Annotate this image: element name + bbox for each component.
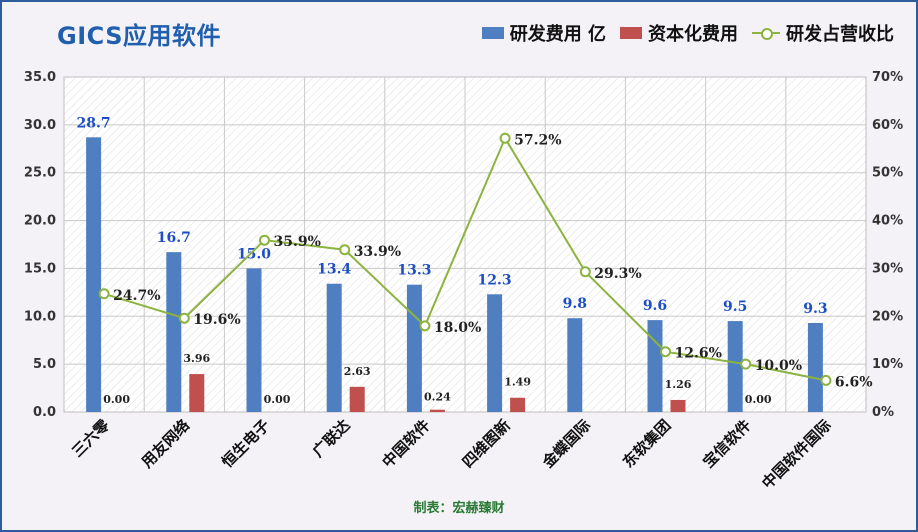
- y-left-tick-label: 15.0: [24, 261, 56, 276]
- y-left-tick-label: 10.0: [24, 309, 56, 324]
- ratio-label: 35.9%: [274, 234, 321, 250]
- ratio-point: [339, 244, 351, 256]
- ratio-point: [579, 266, 591, 278]
- y-left-tick-label: 0.0: [33, 405, 56, 420]
- legend-label-ratio: 研发占营收比: [786, 24, 894, 45]
- category-label: 用友网络: [138, 416, 193, 471]
- ratio-point: [419, 320, 431, 332]
- y-right-tick-label: 30%: [872, 261, 903, 276]
- ratio-label: 18.0%: [434, 320, 481, 336]
- legend-swatch-cap: [620, 27, 642, 39]
- ratio-point: [660, 346, 671, 358]
- ratio-point: [740, 358, 752, 370]
- y-left-tick-label: 30.0: [24, 118, 56, 133]
- bar-cap-label: 0.00: [103, 393, 130, 406]
- ratio-label: 57.2%: [514, 132, 561, 148]
- bar-rd: [326, 283, 342, 412]
- y-left-tick-label: 25.0: [24, 166, 56, 181]
- ratio-point: [178, 312, 190, 324]
- ratio-point: [259, 234, 270, 246]
- bar-rd: [807, 322, 823, 412]
- y-right-tick-label: 0%: [872, 405, 894, 420]
- bar-cap: [670, 399, 686, 412]
- bar-cap-label: 0.00: [745, 393, 772, 406]
- legend-swatch-ratio: [752, 26, 780, 40]
- ratio-label: 12.6%: [675, 346, 722, 362]
- bar-rd-label: 9.6: [643, 298, 667, 314]
- ratio-point: [499, 132, 511, 144]
- bar-rd-label: 9.5: [723, 299, 747, 315]
- category-label: 三六零: [68, 415, 113, 460]
- bar-rd: [567, 318, 583, 412]
- bar-cap: [189, 374, 205, 412]
- bar-cap: [510, 397, 526, 412]
- y-left-tick-label: 35.0: [24, 70, 56, 85]
- y-left-tick-label: 20.0: [24, 214, 56, 229]
- category-label: 中国软件: [379, 416, 434, 471]
- bar-cap-label: 0.00: [264, 393, 291, 406]
- ratio-label: 10.0%: [755, 358, 802, 374]
- footer-credit: 制表：宏赫臻财: [413, 501, 505, 516]
- bar-rd-label: 13.4: [317, 262, 351, 278]
- ratio-point: [98, 288, 110, 300]
- bar-rd-label: 16.7: [157, 230, 191, 246]
- category-label: 宝信软件: [699, 416, 754, 471]
- bar-rd-label: 12.3: [478, 272, 512, 288]
- ratio-label: 19.6%: [193, 312, 240, 328]
- bar-cap-label: 0.24: [424, 391, 451, 404]
- bar-rd: [86, 137, 102, 413]
- y-right-tick-label: 70%: [872, 70, 903, 85]
- bar-rd-label: 28.7: [77, 115, 111, 131]
- bar-cap: [349, 386, 365, 412]
- legend-label-cap: 资本化费用: [648, 24, 738, 45]
- bar-rd-label: 13.3: [397, 263, 431, 279]
- bar-rd-label: 15.0: [237, 246, 271, 262]
- y-right-tick-label: 20%: [872, 309, 903, 324]
- bar-rd: [487, 294, 503, 412]
- bar-cap-label: 1.49: [504, 376, 531, 389]
- category-label: 东软集团: [619, 416, 674, 471]
- legend-swatch-rd: [481, 27, 504, 39]
- category-label: 中国软件国际: [758, 416, 834, 492]
- bar-rd-label: 9.3: [803, 301, 827, 317]
- ratio-label: 33.9%: [354, 244, 401, 260]
- legend-item-rd: 研发费用 亿: [481, 20, 606, 46]
- bar-rd: [727, 321, 743, 412]
- ratio-label: 6.6%: [835, 374, 873, 390]
- plot-border: [63, 76, 867, 413]
- bar-cap-label: 3.96: [183, 352, 210, 365]
- chart-title: GICS应用软件: [57, 22, 221, 50]
- bar-cap-label: 2.63: [344, 365, 371, 378]
- bar-rd-label: 9.8: [563, 296, 587, 312]
- y-left-tick-label: 5.0: [33, 357, 56, 372]
- legend-item-cap: 资本化费用: [620, 20, 738, 46]
- category-label: 金蝶国际: [538, 416, 594, 472]
- category-label: 四维图新: [459, 416, 514, 471]
- ratio-point: [820, 374, 832, 386]
- bar-cap-label: 1.26: [665, 378, 692, 391]
- legend: 研发费用 亿 资本化费用 研发占营收比: [468, 20, 894, 46]
- y-right-tick-label: 50%: [872, 166, 903, 181]
- bar-rd: [406, 284, 422, 412]
- y-right-tick-label: 60%: [872, 118, 903, 133]
- bar-rd: [246, 268, 262, 412]
- ratio-label: 24.7%: [113, 288, 160, 304]
- ratio-label: 29.3%: [594, 266, 641, 282]
- category-label: 广联达: [309, 416, 354, 461]
- y-right-tick-label: 10%: [872, 357, 903, 372]
- category-label: 恒生电子: [218, 416, 273, 471]
- bar-rd: [647, 320, 663, 412]
- bar-rd: [166, 252, 182, 412]
- legend-item-ratio: 研发占营收比: [752, 20, 894, 46]
- legend-label-rd: 研发费用 亿: [509, 24, 606, 45]
- ratio-line: [103, 136, 827, 382]
- y-right-tick-label: 40%: [872, 214, 903, 229]
- bar-cap: [429, 409, 445, 412]
